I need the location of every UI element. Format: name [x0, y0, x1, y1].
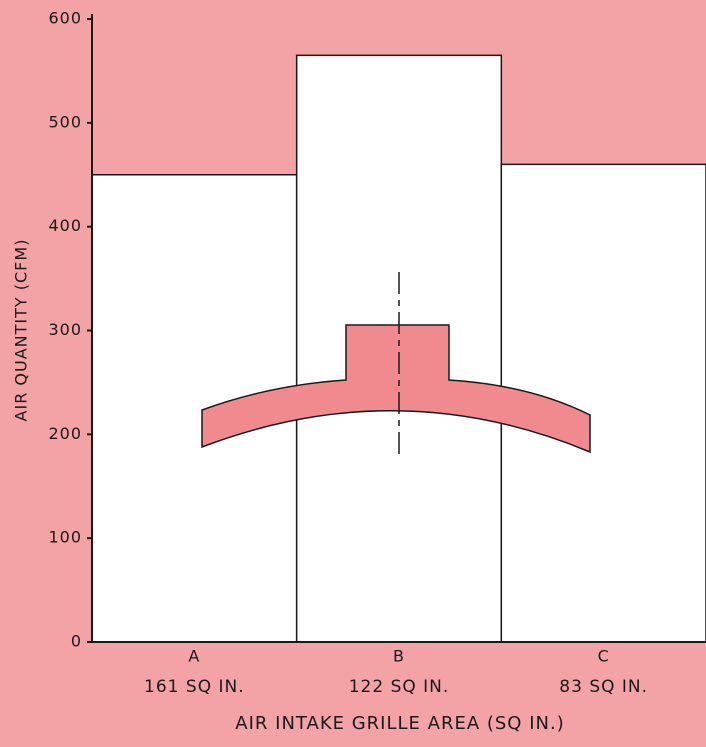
- x-tick-sublabel: 83 SQ IN.: [559, 677, 648, 697]
- y-tick-label: 600: [48, 9, 82, 28]
- x-axis-label: AIR INTAKE GRILLE AREA (SQ IN.): [235, 713, 564, 734]
- x-tick-sublabel: 122 SQ IN.: [349, 677, 450, 697]
- fan-housing-illustration: [201, 272, 591, 455]
- x-tick-label: C: [598, 647, 610, 666]
- y-tick-label: 0: [71, 632, 82, 651]
- y-axis-label: AIR QUANTITY (CFM): [12, 239, 31, 422]
- y-tick-label: 300: [48, 320, 82, 339]
- housing-shape: [201, 324, 591, 454]
- y-tick-label: 400: [48, 216, 82, 235]
- x-tick-label: B: [393, 647, 405, 666]
- y-tick-label: 200: [48, 424, 82, 443]
- y-tick-label: 100: [48, 528, 82, 547]
- x-tick-sublabel: 161 SQ IN.: [144, 677, 245, 697]
- y-tick-label: 500: [48, 112, 82, 131]
- x-tick-label: A: [188, 647, 200, 666]
